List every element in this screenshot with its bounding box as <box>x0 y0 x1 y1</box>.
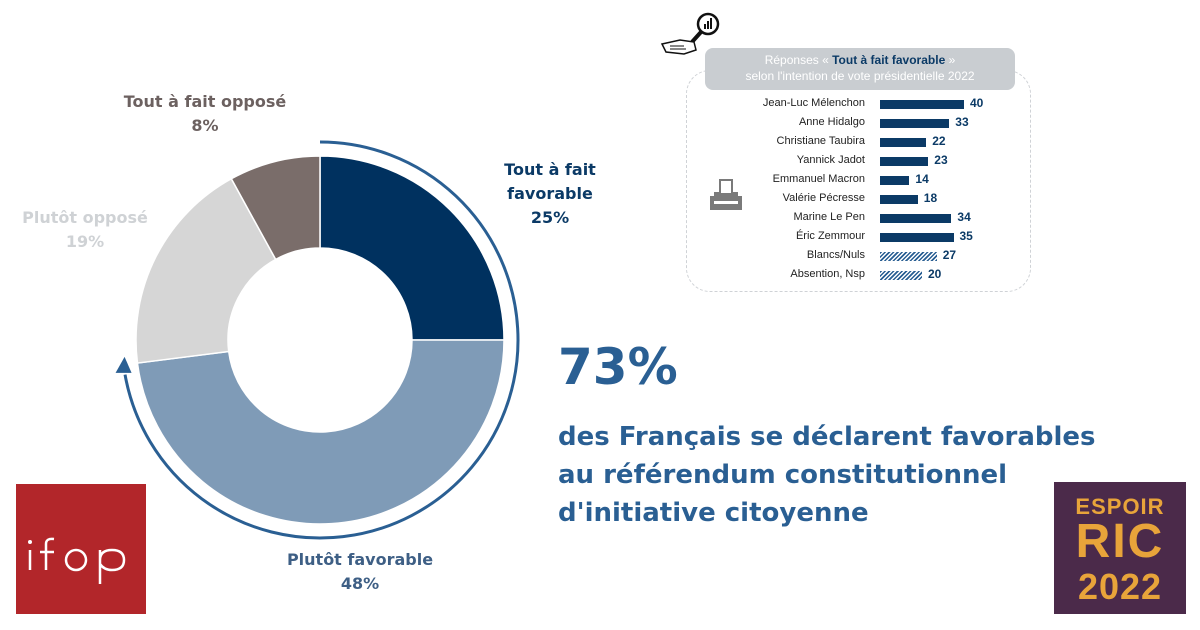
inset-bar <box>880 176 910 185</box>
magnifier-chart-icon <box>660 12 720 55</box>
inset-bar-value: 22 <box>932 134 946 148</box>
inset-bar-row: Anne Hidalgo 33 <box>700 115 1020 133</box>
inset-bar <box>880 233 954 242</box>
headline-text: des Français se déclarent favorables au … <box>558 418 1178 532</box>
ifop-logo-mark <box>28 537 126 584</box>
inset-bar-value: 35 <box>959 229 973 243</box>
donut-chart <box>115 140 520 540</box>
inset-bar-label: Jean-Luc Mélenchon <box>762 97 865 109</box>
inset-bar <box>880 271 922 280</box>
inset-bar-label: Christiane Taubira <box>776 135 865 147</box>
donut-slice <box>319 155 505 341</box>
inset-bar-label: Blancs/Nuls <box>806 249 865 261</box>
inset-bar-value: 18 <box>923 191 938 205</box>
headline-percent: 73% <box>558 338 678 396</box>
inset-bar <box>880 119 950 128</box>
inset-bar-label: Marine Le Pen <box>793 211 865 223</box>
inset-header: Réponses « Tout à fait favorable » selon… <box>705 48 1015 90</box>
inset-bar <box>880 214 952 223</box>
inset-bar-row: Marine Le Pen 34 <box>700 210 1020 228</box>
inset-bar-row: Yannick Jadot 23 <box>700 153 1020 171</box>
inset-bar-row: Blancs/Nuls 27 <box>700 248 1020 266</box>
headline-line: des Français se déclarent favorables <box>558 422 1096 452</box>
inset-bar-row: Emmanuel Macron 14 <box>700 172 1020 190</box>
inset-bar-value: 40 <box>970 96 984 110</box>
label-tout-a-fait-oppose: Tout à fait opposé 8% <box>123 92 287 135</box>
inset-bar-row: Valérie Pécresse 18 <box>700 191 1020 209</box>
inset-bar-value: 27 <box>942 248 957 262</box>
inset-bar <box>880 195 918 204</box>
donut-slice <box>136 339 505 525</box>
headline-line: au référendum constitutionnel <box>558 460 1008 490</box>
inset-bar-label: Anne Hidalgo <box>798 116 865 128</box>
arrow-head-icon <box>115 356 132 373</box>
inset-bar-label: Valérie Pécresse <box>782 192 865 204</box>
ifop-logo <box>16 484 146 614</box>
inset-bar <box>880 252 937 261</box>
donut-slice <box>230 155 321 261</box>
inset-bar <box>880 157 929 166</box>
curved-arrow-icon <box>123 140 520 540</box>
label-plutot-favorable: Plutôt favorable 48% <box>286 550 434 593</box>
ballot-box-icon <box>710 179 742 210</box>
inset-bar <box>880 138 927 147</box>
inset-bar-label: Absention, Nsp <box>790 268 865 280</box>
inset-bar-value: 14 <box>915 172 929 186</box>
donut-slice <box>135 177 277 364</box>
inset-bar-value: 23 <box>934 153 948 167</box>
espoir-ric-2022-logo: ESPOIR RIC 2022 <box>1054 482 1186 614</box>
inset-bar-row: Absention, Nsp 20 <box>700 267 1020 285</box>
inset-bar-value: 20 <box>928 267 942 281</box>
headline-line: d'initiative citoyenne <box>558 498 869 528</box>
inset-bar-row: Christiane Taubira 22 <box>700 134 1020 152</box>
inset-bar-row: Éric Zemmour 35 <box>700 229 1020 247</box>
inset-bar-label: Emmanuel Macron <box>772 173 865 185</box>
inset-bar-row: Jean-Luc Mélenchon 40 <box>700 96 1020 114</box>
label-tout-a-fait-favorable: Tout à fait favorable 25% <box>504 160 596 227</box>
label-plutot-oppose: Plutôt opposé 19% <box>22 208 148 251</box>
inset-bar-value: 33 <box>955 115 969 129</box>
inset-bar-label: Yannick Jadot <box>796 154 865 166</box>
inset-bar <box>880 100 964 109</box>
inset-bar-value: 34 <box>957 210 971 224</box>
inset-bar-label: Éric Zemmour <box>795 230 865 242</box>
